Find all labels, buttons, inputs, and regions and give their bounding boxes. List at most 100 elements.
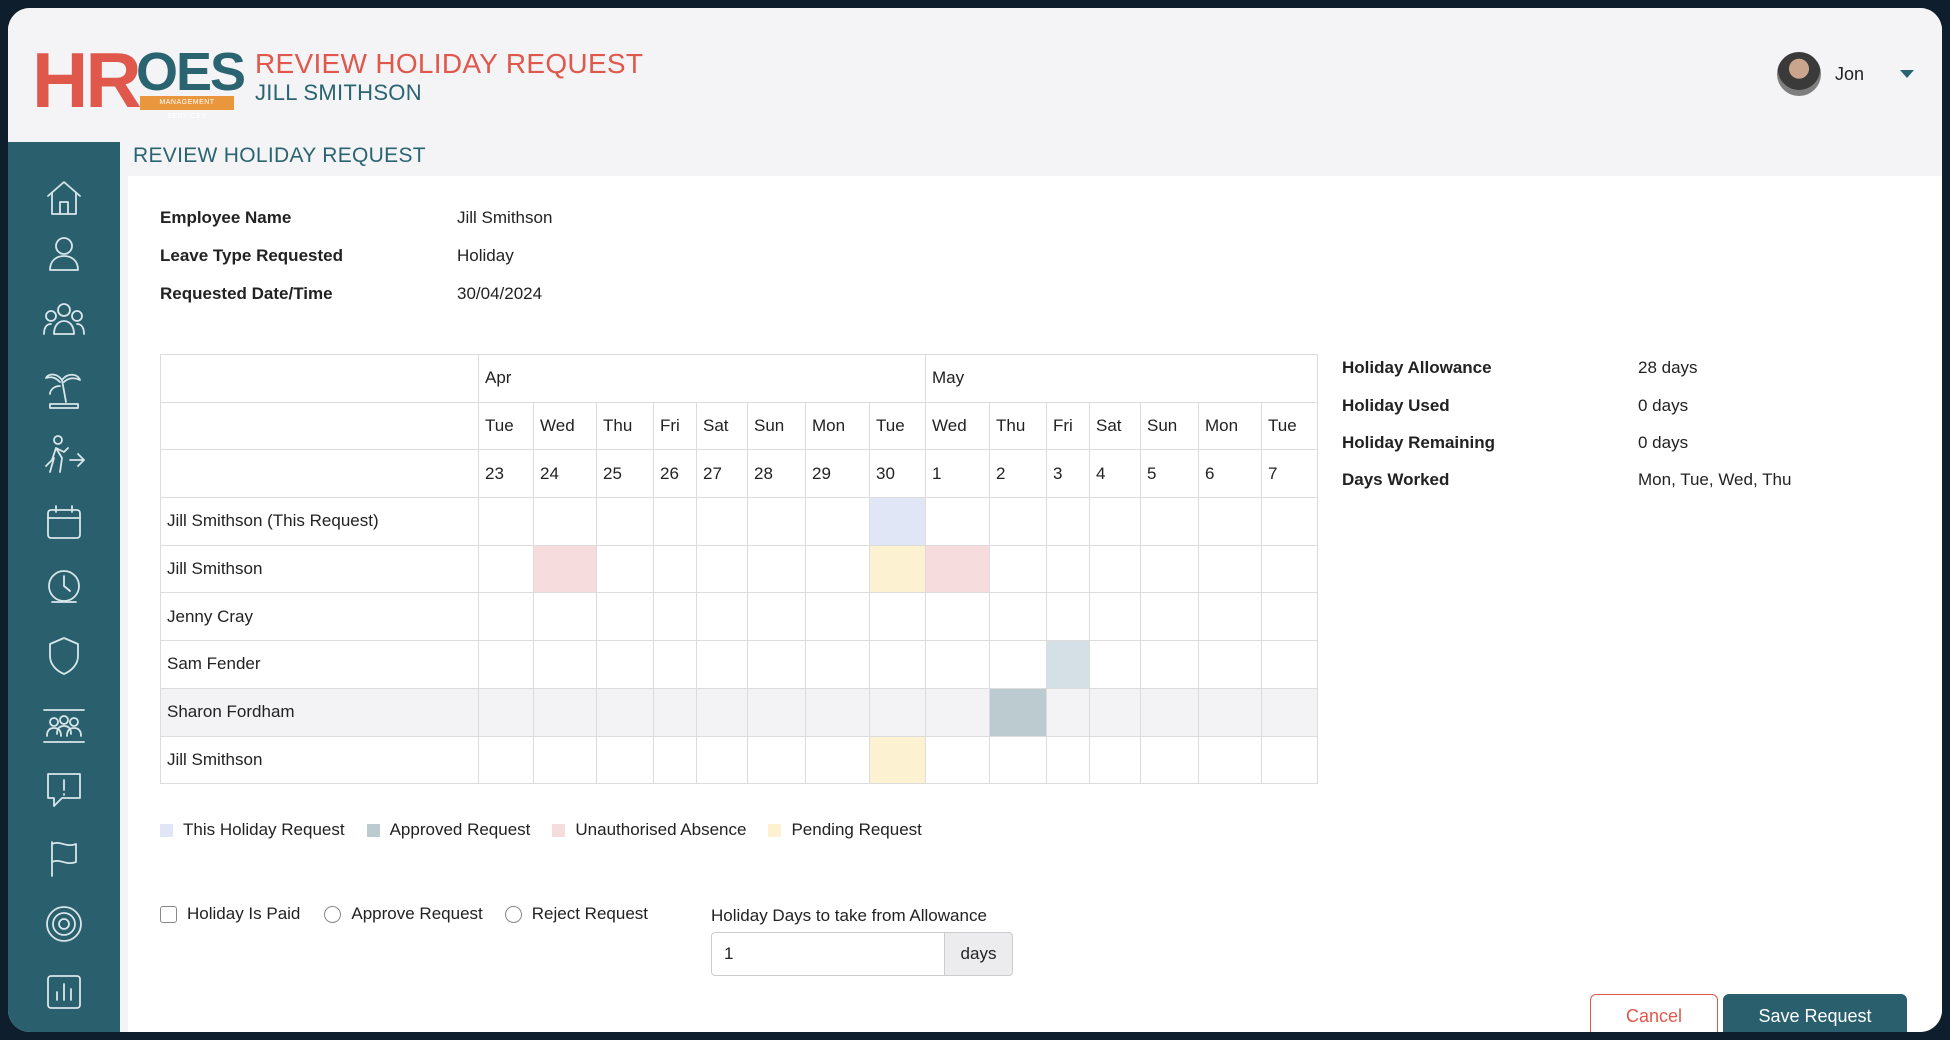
calendar-cell[interactable]: [1198, 640, 1262, 689]
reject-request-radio[interactable]: [504, 905, 522, 923]
calendar-cell-this-request[interactable]: [869, 497, 926, 546]
calendar-cell[interactable]: [925, 735, 990, 785]
palm-tree-icon[interactable]: [40, 364, 88, 412]
team-icon[interactable]: [40, 700, 88, 748]
calendar-cell-unauthorised[interactable]: [925, 544, 990, 594]
calendar-cell[interactable]: [1198, 592, 1262, 642]
calendar-cell[interactable]: [696, 592, 748, 642]
calendar-cell[interactable]: [696, 687, 748, 737]
calendar-cell[interactable]: [1198, 735, 1262, 785]
calendar-cell[interactable]: [869, 687, 926, 737]
holiday-paid-label[interactable]: Holiday Is Paid: [187, 904, 301, 923]
calendar-cell[interactable]: [1198, 687, 1262, 737]
calendar-cell[interactable]: [989, 497, 1047, 546]
calendar-cell[interactable]: [1261, 687, 1318, 737]
chevron-down-icon[interactable]: [1900, 70, 1914, 78]
calendar-cell[interactable]: [596, 640, 654, 689]
calendar-cell[interactable]: [925, 497, 990, 546]
calendar-cell[interactable]: [1089, 497, 1141, 546]
calendar-cell[interactable]: [1140, 592, 1199, 642]
calendar-cell[interactable]: [478, 544, 534, 594]
calendar-cell[interactable]: [1089, 544, 1141, 594]
calendar-cell-approved[interactable]: [1046, 640, 1090, 689]
calendar-cell[interactable]: [805, 735, 870, 785]
holiday-paid-checkbox[interactable]: [160, 905, 177, 923]
calendar-cell[interactable]: [596, 497, 654, 546]
allowance-days-input[interactable]: [711, 932, 945, 976]
calendar-cell[interactable]: [653, 735, 697, 785]
calendar-cell[interactable]: [1140, 497, 1199, 546]
approve-request-label[interactable]: Approve Request: [351, 904, 483, 923]
calendar-cell[interactable]: [696, 640, 748, 689]
home-icon[interactable]: [40, 174, 88, 222]
bar-chart-icon[interactable]: [40, 968, 88, 1016]
calendar-cell[interactable]: [533, 640, 597, 689]
calendar-cell[interactable]: [653, 544, 697, 594]
calendar-cell[interactable]: [533, 592, 597, 642]
calendar-cell[interactable]: [805, 592, 870, 642]
calendar-cell[interactable]: [533, 687, 597, 737]
calendar-cell[interactable]: [653, 592, 697, 642]
calendar-cell[interactable]: [805, 544, 870, 594]
calendar-cell[interactable]: [1261, 592, 1318, 642]
calendar-cell[interactable]: [805, 687, 870, 737]
reject-request-label[interactable]: Reject Request: [531, 904, 648, 923]
calendar-cell[interactable]: [747, 497, 806, 546]
calendar-cell[interactable]: [533, 735, 597, 785]
calendar-cell[interactable]: [653, 687, 697, 737]
clock-icon[interactable]: [40, 564, 88, 612]
calendar-cell[interactable]: [596, 687, 654, 737]
calendar-cell[interactable]: [925, 592, 990, 642]
calendar-cell[interactable]: [1089, 592, 1141, 642]
calendar-cell[interactable]: [747, 592, 806, 642]
save-request-button[interactable]: Save Request: [1723, 994, 1907, 1032]
calendar-cell[interactable]: [925, 687, 990, 737]
cancel-button[interactable]: Cancel: [1590, 994, 1718, 1032]
calendar-cell[interactable]: [1140, 544, 1199, 594]
calendar-cell[interactable]: [989, 592, 1047, 642]
user-name[interactable]: Jon: [1834, 63, 1864, 84]
calendar-cell[interactable]: [478, 497, 534, 546]
calendar-cell[interactable]: [653, 497, 697, 546]
calendar-cell[interactable]: [696, 735, 748, 785]
calendar-cell-approved[interactable]: [989, 687, 1047, 737]
calendar-cell[interactable]: [1046, 735, 1090, 785]
avatar[interactable]: [1776, 52, 1821, 96]
calendar-cell[interactable]: [596, 544, 654, 594]
calendar-cell[interactable]: [747, 640, 806, 689]
calendar-cell[interactable]: [653, 640, 697, 689]
calendar-cell[interactable]: [1046, 687, 1090, 737]
calendar-cell[interactable]: [747, 735, 806, 785]
calendar-cell[interactable]: [805, 497, 870, 546]
logo[interactable]: HR OES MANAGEMENT SERVICES: [32, 41, 246, 120]
calendar-cell[interactable]: [869, 640, 926, 689]
target-icon[interactable]: [40, 900, 88, 948]
calendar-cell[interactable]: [1140, 640, 1199, 689]
calendar-cell[interactable]: [1089, 687, 1141, 737]
calendar-cell[interactable]: [805, 640, 870, 689]
calendar-cell[interactable]: [989, 544, 1047, 594]
calendar-cell[interactable]: [533, 497, 597, 546]
calendar-cell[interactable]: [1046, 544, 1090, 594]
flag-icon[interactable]: [40, 834, 88, 882]
calendar-cell[interactable]: [1089, 640, 1141, 689]
calendar-cell[interactable]: [696, 497, 748, 546]
calendar-cell[interactable]: [596, 592, 654, 642]
calendar-cell[interactable]: [1089, 735, 1141, 785]
users-icon[interactable]: [40, 296, 88, 344]
calendar-cell[interactable]: [1198, 497, 1262, 546]
shield-icon[interactable]: [40, 632, 88, 680]
calendar-cell[interactable]: [478, 640, 534, 689]
calendar-cell[interactable]: [1140, 687, 1199, 737]
calendar-cell[interactable]: [478, 592, 534, 642]
calendar-cell[interactable]: [1261, 544, 1318, 594]
calendar-cell-unauthorised[interactable]: [533, 544, 597, 594]
calendar-cell[interactable]: [1261, 497, 1318, 546]
calendar-cell[interactable]: [747, 544, 806, 594]
calendar-cell[interactable]: [1140, 735, 1199, 785]
user-icon[interactable]: [40, 230, 88, 278]
calendar-cell[interactable]: [596, 735, 654, 785]
calendar-cell[interactable]: [1046, 497, 1090, 546]
calendar-cell-pending[interactable]: [869, 735, 926, 785]
calendar-cell[interactable]: [925, 640, 990, 689]
